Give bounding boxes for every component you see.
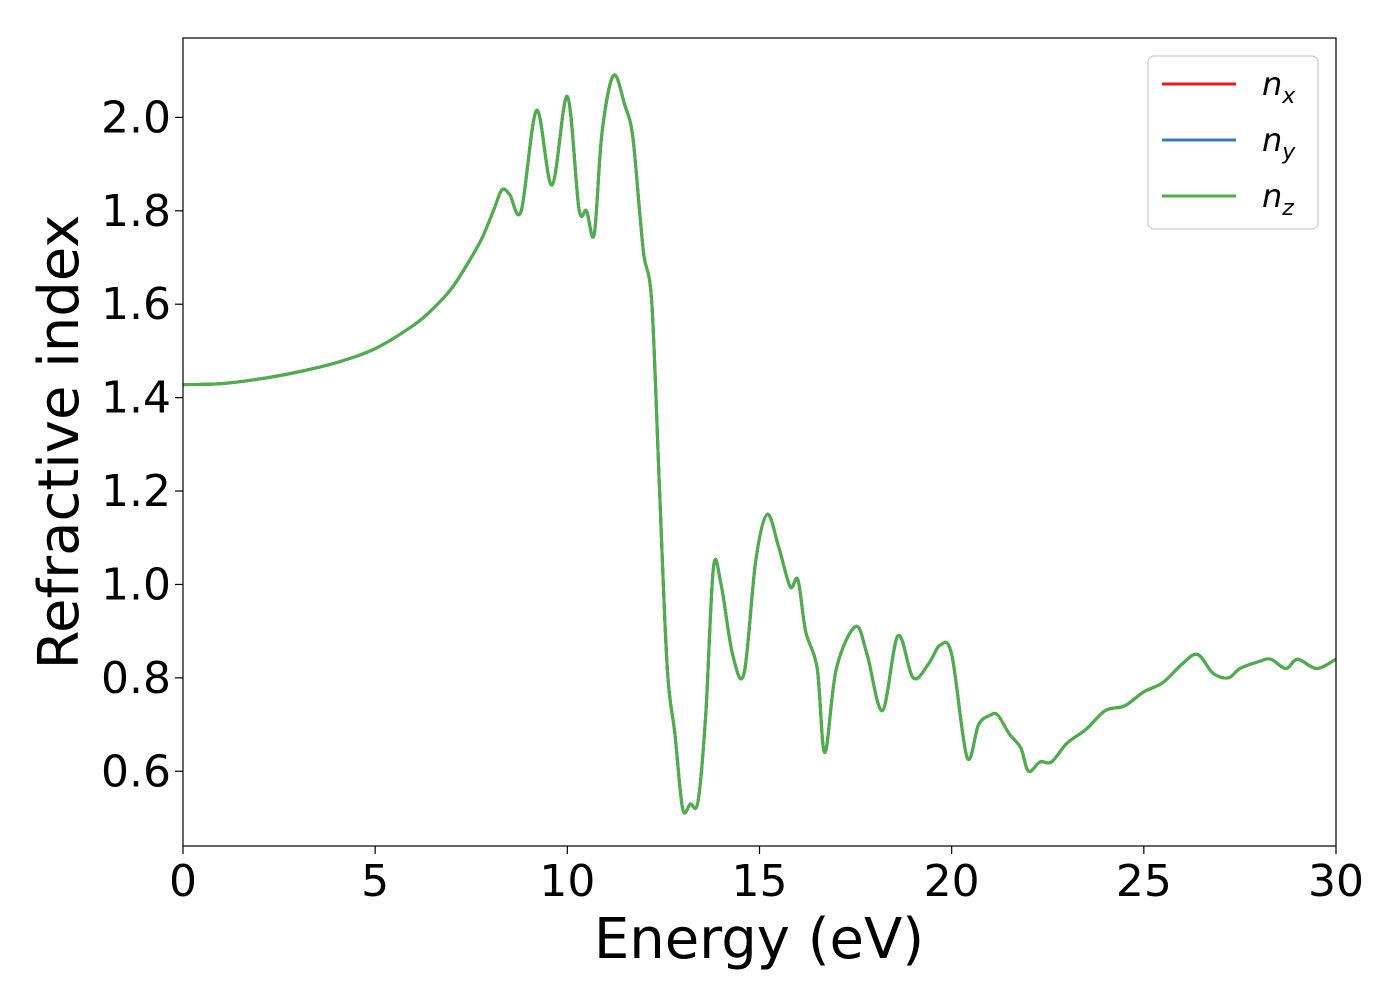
series-line-nz (182, 73, 1337, 815)
y-tick-label: 0.8 (101, 653, 171, 704)
y-tick-label: 1.8 (101, 186, 171, 237)
legend-label-base: n (1262, 121, 1282, 159)
legend-label: nx (1262, 65, 1296, 109)
y-tick-label: 1.0 (101, 559, 171, 610)
y-tick-label: 1.2 (101, 466, 171, 517)
y-tick-label: 0.6 (101, 746, 171, 797)
legend-label-base: n (1262, 177, 1282, 215)
x-tick-label: 25 (1116, 856, 1172, 907)
legend-label-subscript: x (1281, 84, 1296, 109)
x-tick-label: 20 (924, 856, 980, 907)
series-lines (182, 73, 1337, 815)
x-tick-label: 10 (539, 856, 595, 907)
legend-label-base: n (1262, 65, 1282, 103)
legend-label-subscript: z (1281, 196, 1294, 221)
x-tick-label: 30 (1308, 856, 1364, 907)
legend-box (1147, 55, 1319, 230)
x-tick-label: 5 (361, 856, 389, 907)
y-tick-label: 1.6 (101, 279, 171, 330)
x-axis-label: Energy (eV) (594, 907, 924, 972)
legend-label: ny (1262, 121, 1296, 165)
legend-label: nz (1262, 177, 1294, 221)
legend-label-subscript: y (1281, 140, 1296, 165)
x-tick-label: 0 (169, 856, 197, 907)
y-axis-label: Refractive index (27, 215, 92, 670)
x-tick-label: 15 (732, 856, 788, 907)
y-tick-label: 1.4 (101, 373, 171, 424)
y-tick-label: 2.0 (101, 92, 171, 143)
axes: 0 5 10 15 20 25 30 0.6 0.8 1.0 1.2 1.4 1.6 1.8 2.0 (101, 92, 1364, 907)
plot-frame (182, 37, 1337, 847)
